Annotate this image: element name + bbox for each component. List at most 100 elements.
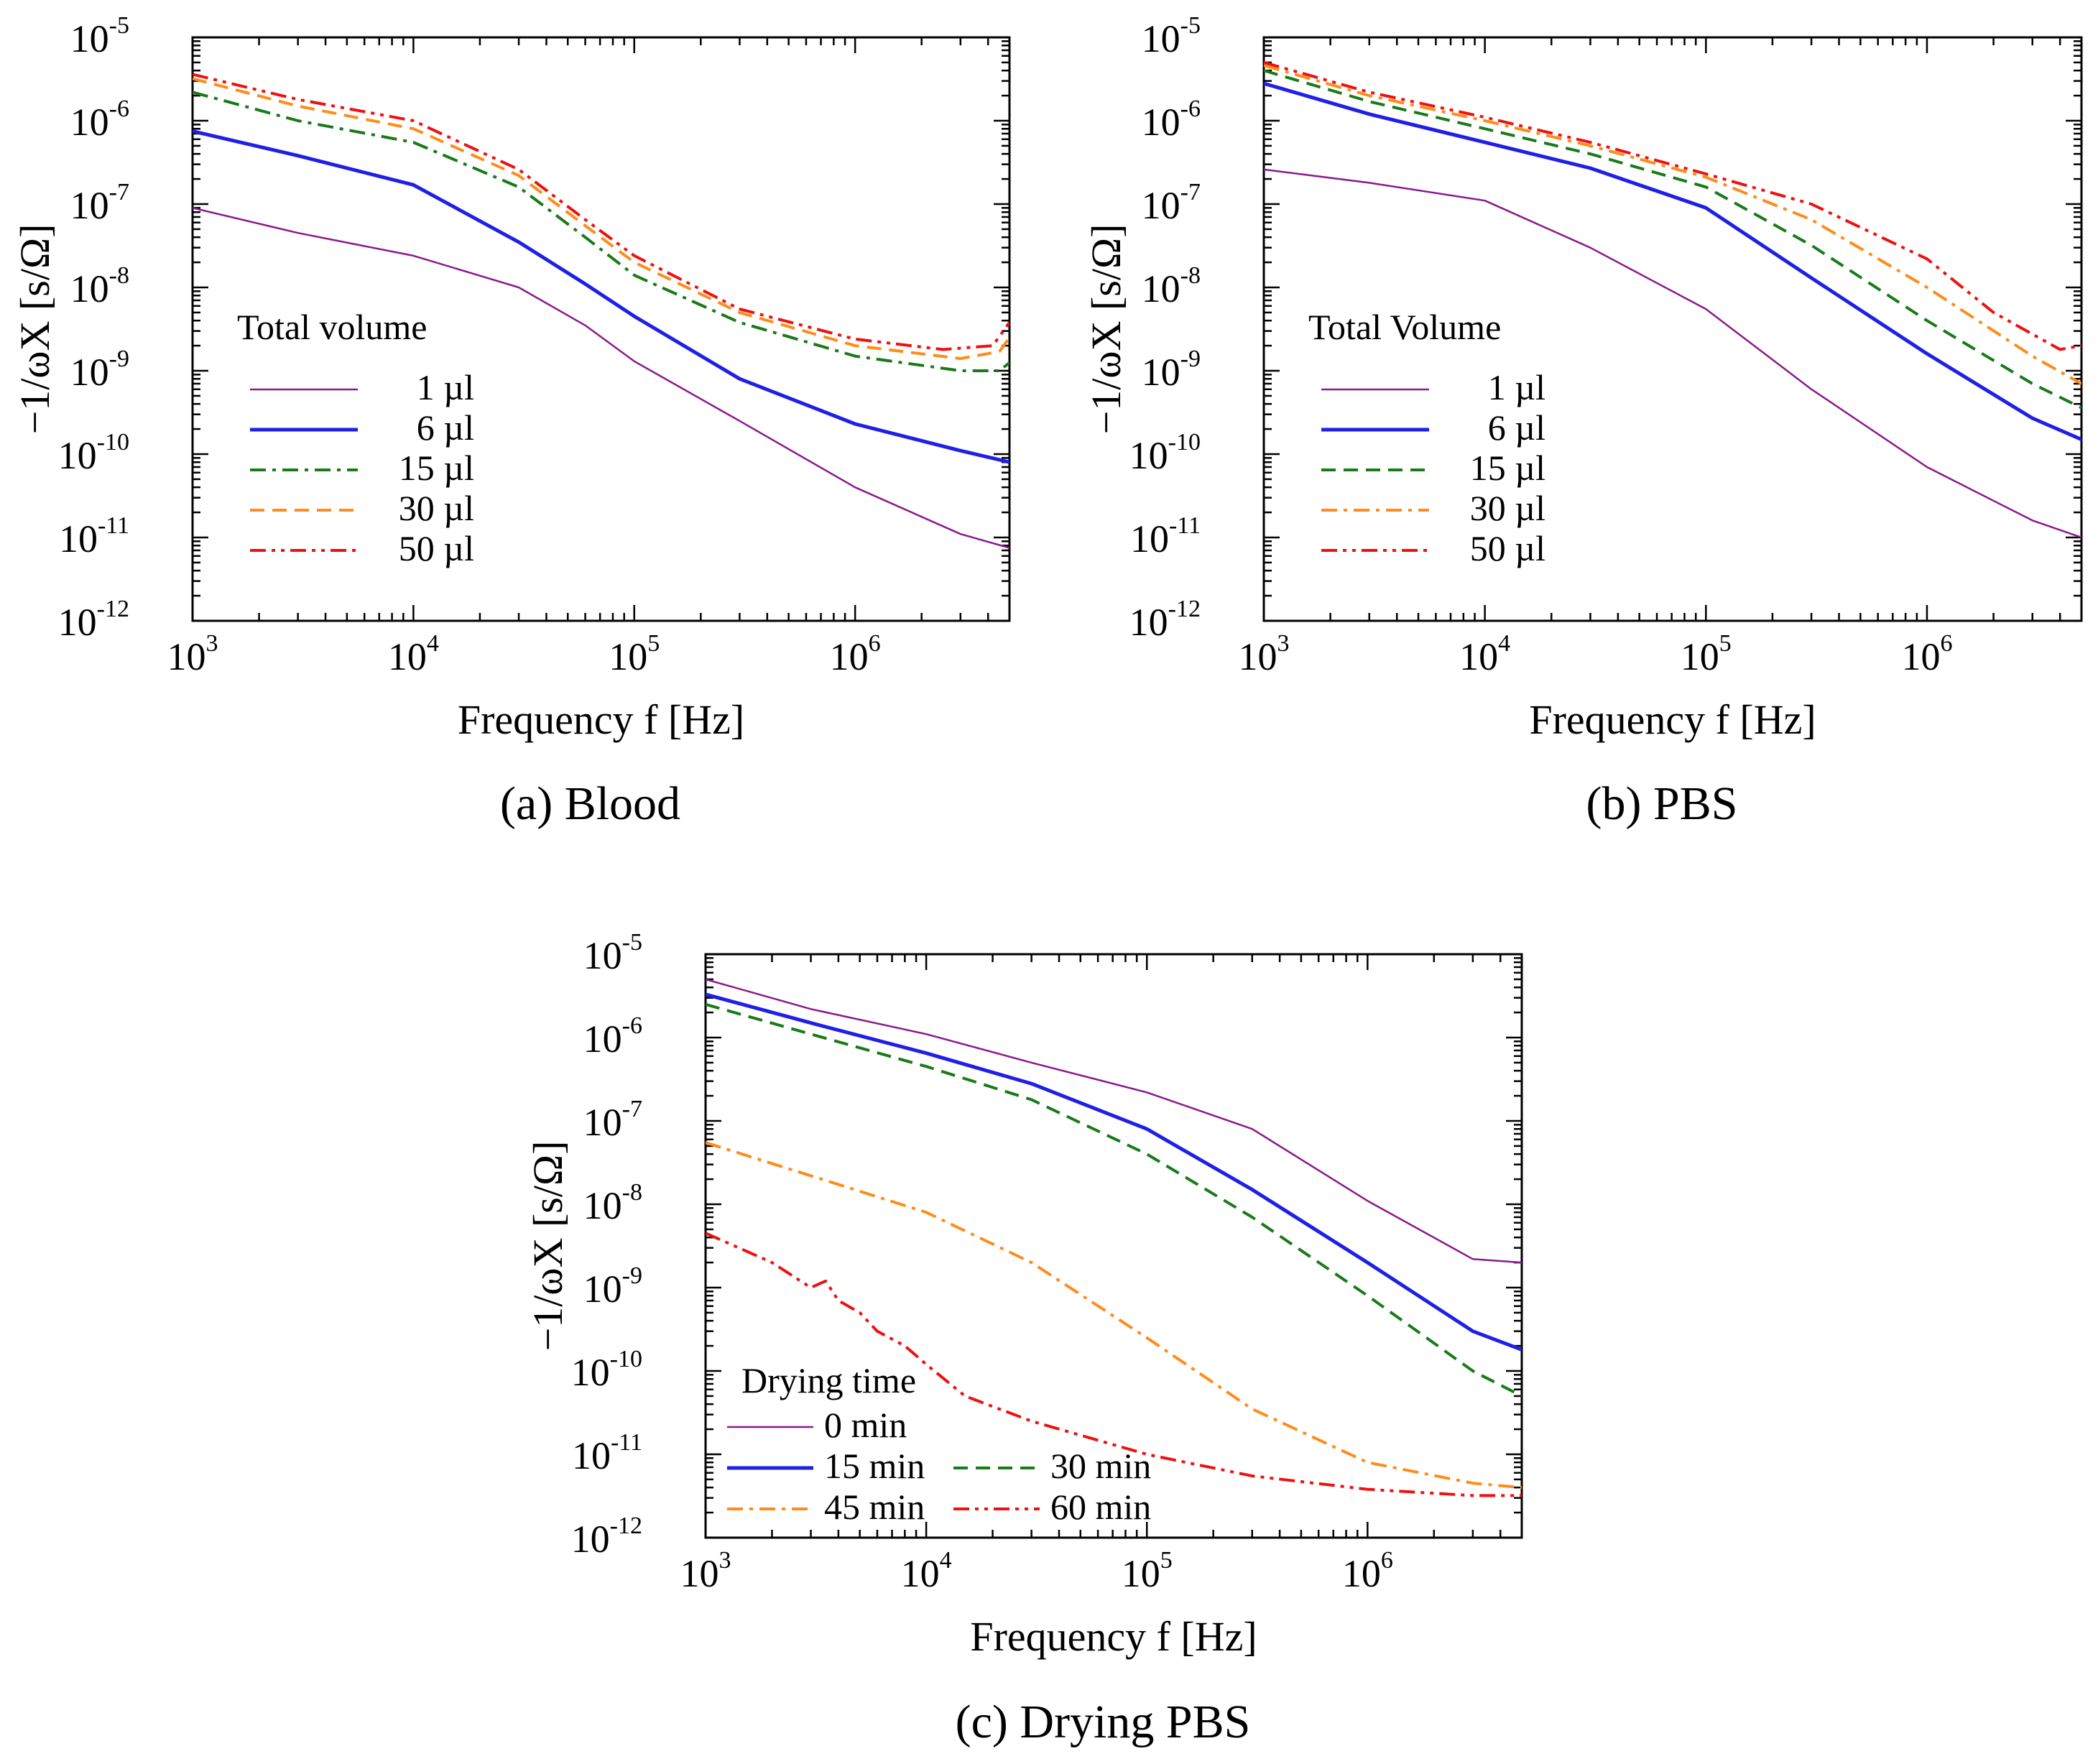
legend-label: 6 µl — [1488, 407, 1545, 448]
y-tick-label-base: 10 — [1130, 517, 1169, 560]
y-tick-label: 10-11 — [1130, 512, 1201, 560]
y-tick-label: 10-11 — [572, 1429, 642, 1477]
y-tick-label: 10-10 — [1129, 429, 1201, 477]
series-group — [706, 978, 1522, 1497]
legend-label: 0 min — [824, 1405, 907, 1445]
legend-label: 1 µl — [417, 367, 474, 407]
y-tick-label-base: 10 — [583, 934, 622, 977]
y-tick-label-exponent: -8 — [622, 1179, 642, 1206]
y-tick-label-base: 10 — [583, 1017, 622, 1061]
x-tick-label-base: 10 — [1901, 635, 1940, 678]
x-tick-label-base: 10 — [830, 635, 869, 678]
y-tick-label: 10-12 — [58, 596, 129, 644]
x-tick-label: 104 — [1459, 630, 1510, 678]
y-tick-label-base: 10 — [1142, 184, 1180, 227]
x-axis-label: Frequency f [Hz] — [970, 1613, 1257, 1660]
y-tick-label: 10-9 — [583, 1262, 642, 1311]
y-tick-label: 10-6 — [70, 96, 129, 144]
y-tick-label-exponent: -6 — [622, 1012, 642, 1039]
y-tick-label-base: 10 — [1129, 434, 1168, 477]
y-tick-label-base: 10 — [58, 601, 97, 644]
tick-marks — [1262, 36, 2083, 622]
y-tick-label-exponent: -12 — [610, 1513, 642, 1539]
legend-label: 15 min — [824, 1446, 925, 1486]
x-tick-label-exponent: 6 — [1940, 630, 1952, 657]
series-line-3 — [1264, 69, 2081, 410]
y-tick-label-base: 10 — [571, 1518, 610, 1561]
y-tick-label: 10-7 — [1142, 179, 1201, 227]
y-tick-label: 10-7 — [583, 1096, 642, 1144]
y-tick-label-base: 10 — [1142, 101, 1180, 144]
x-tick-label: 105 — [609, 630, 660, 678]
legend-label: 30 µl — [399, 488, 474, 528]
y-tick-label-exponent: -8 — [109, 262, 129, 289]
y-tick-label-exponent: -9 — [109, 346, 129, 372]
plot-frame — [704, 953, 1523, 1539]
y-tick-label-base: 10 — [1142, 351, 1180, 394]
y-tick-label: 10-8 — [583, 1179, 642, 1227]
x-tick-label: 104 — [901, 1547, 952, 1595]
y-tick-label-exponent: -10 — [1168, 429, 1201, 456]
x-tick-label-exponent: 5 — [1160, 1547, 1173, 1574]
x-tick-label-base: 10 — [1239, 635, 1277, 678]
legend-label: 60 min — [1050, 1487, 1151, 1527]
y-tick-label-exponent: -6 — [1180, 96, 1201, 122]
x-tick-label-base: 10 — [1459, 635, 1498, 678]
series-group — [193, 73, 1009, 549]
series-line-2 — [706, 992, 1522, 1352]
x-tick-label-base: 10 — [1681, 635, 1719, 678]
y-tick-label-exponent: -5 — [622, 929, 642, 956]
y-tick-label-exponent: -7 — [109, 179, 129, 206]
y-tick-label: 10-11 — [59, 512, 129, 560]
y-tick-label: 10-9 — [70, 346, 129, 394]
x-tick-label-base: 10 — [609, 635, 647, 678]
y-tick-label: 10-9 — [1142, 346, 1201, 394]
y-tick-label-base: 10 — [70, 184, 109, 227]
x-tick-label-exponent: 3 — [1277, 630, 1290, 657]
x-tick-label: 103 — [680, 1547, 731, 1595]
legend-label: 30 µl — [1470, 488, 1545, 528]
series-line-1 — [706, 978, 1522, 1264]
y-tick-label-exponent: -12 — [97, 596, 129, 622]
legend-title: Drying time — [741, 1360, 916, 1400]
x-tick-label: 105 — [1681, 630, 1732, 678]
legend-label: 50 µl — [399, 528, 474, 568]
x-tick-label-exponent: 5 — [1719, 630, 1732, 657]
plot-frame — [191, 36, 1011, 622]
y-tick-label-exponent: -11 — [1169, 512, 1201, 539]
x-tick-label: 105 — [1122, 1547, 1173, 1595]
y-tick-label-exponent: -8 — [1180, 262, 1201, 289]
y-axis-label: −1/ωX [s/Ω] — [1083, 224, 1129, 435]
x-tick-label: 104 — [388, 630, 439, 678]
legend-label: 1 µl — [1488, 367, 1545, 407]
y-tick-label-exponent: -11 — [611, 1429, 642, 1456]
y-tick-label: 10-10 — [58, 429, 129, 477]
y-tick-label: 10-6 — [583, 1012, 642, 1061]
x-tick-label-base: 10 — [1342, 1552, 1381, 1595]
y-tick-label-exponent: -10 — [610, 1346, 642, 1372]
y-tick-label-base: 10 — [59, 517, 98, 560]
x-tick-label-exponent: 4 — [940, 1547, 952, 1574]
y-axis-label: −1/ωX [s/Ω] — [11, 224, 58, 435]
series-line-3 — [193, 91, 1009, 372]
y-tick-label: 10-6 — [1142, 96, 1201, 144]
y-tick-label-base: 10 — [572, 1434, 611, 1477]
series-line-1 — [193, 207, 1009, 549]
x-tick-label-exponent: 6 — [869, 630, 881, 657]
y-tick-label: 10-8 — [70, 262, 129, 310]
y-axis-label: −1/ωX [s/Ω] — [524, 1141, 571, 1352]
y-tick-label-base: 10 — [1142, 17, 1180, 60]
series-line-4 — [706, 1141, 1522, 1490]
panel-caption: (a) Blood — [500, 777, 680, 830]
legend-label: 15 µl — [1470, 448, 1545, 488]
x-tick-label-exponent: 3 — [206, 630, 218, 657]
x-axis-label: Frequency f [Hz] — [1529, 696, 1816, 743]
panel-caption: (c) Drying PBS — [956, 1696, 1251, 1748]
y-tick-label-exponent: -6 — [109, 96, 129, 122]
chart-panel-a: 103 104 105 10610-510-610-710-810-910-1010-… — [11, 12, 1011, 830]
x-tick-label: 103 — [1239, 630, 1290, 678]
y-tick-label-base: 10 — [70, 351, 109, 394]
x-tick-label-exponent: 6 — [1381, 1547, 1393, 1574]
series-line-2 — [1264, 81, 2081, 441]
